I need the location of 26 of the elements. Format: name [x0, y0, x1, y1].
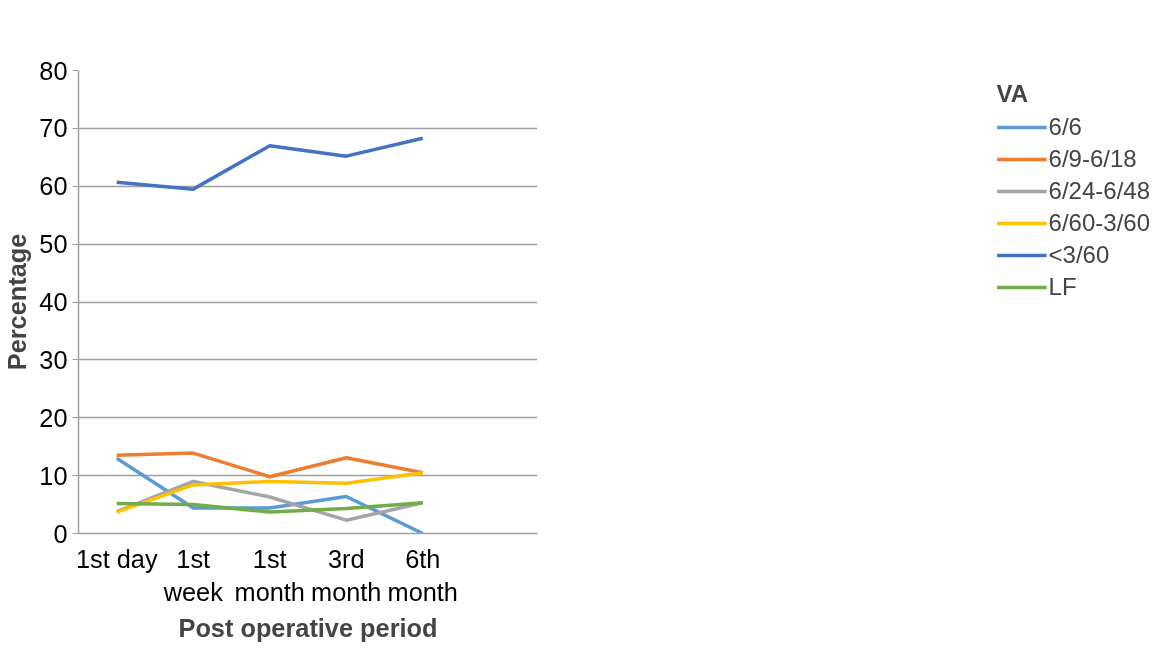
- x-tick-label: 1st day: [75, 544, 158, 573]
- x-tick-label: 1st month: [234, 544, 305, 607]
- line-series: [115, 470, 425, 514]
- legend-label: <3/60: [1048, 241, 1110, 269]
- x-tick-label: 6th month: [387, 544, 458, 607]
- legend-title: VA: [996, 80, 1030, 108]
- legend-label: 6/24-6/48: [1048, 177, 1150, 205]
- legend-label: LF: [1048, 273, 1077, 301]
- y-tick-label: 80: [39, 56, 68, 85]
- x-tick-label: 3rd month: [311, 544, 382, 607]
- y-tick-label: 40: [39, 288, 68, 316]
- line-series: [115, 501, 425, 514]
- legend-label: 6/6: [1048, 113, 1082, 141]
- line-series: [115, 136, 425, 191]
- y-tick-label: 70: [39, 114, 68, 143]
- y-tick-label: 30: [39, 345, 68, 374]
- x-tick-label: 1st week: [162, 544, 224, 607]
- x-axis-title: Post operative period: [178, 614, 438, 643]
- y-tick-label: 50: [39, 230, 68, 259]
- legend-label: 6/60-3/60: [1048, 209, 1150, 237]
- y-tick-label: 0: [53, 519, 68, 548]
- y-tick-label: 20: [39, 403, 68, 432]
- y-tick-label: 10: [39, 461, 68, 490]
- y-axis-title: Percentage: [3, 233, 32, 371]
- y-tick-label: 60: [39, 172, 68, 201]
- legend-label: 6/9-6/18: [1048, 145, 1137, 173]
